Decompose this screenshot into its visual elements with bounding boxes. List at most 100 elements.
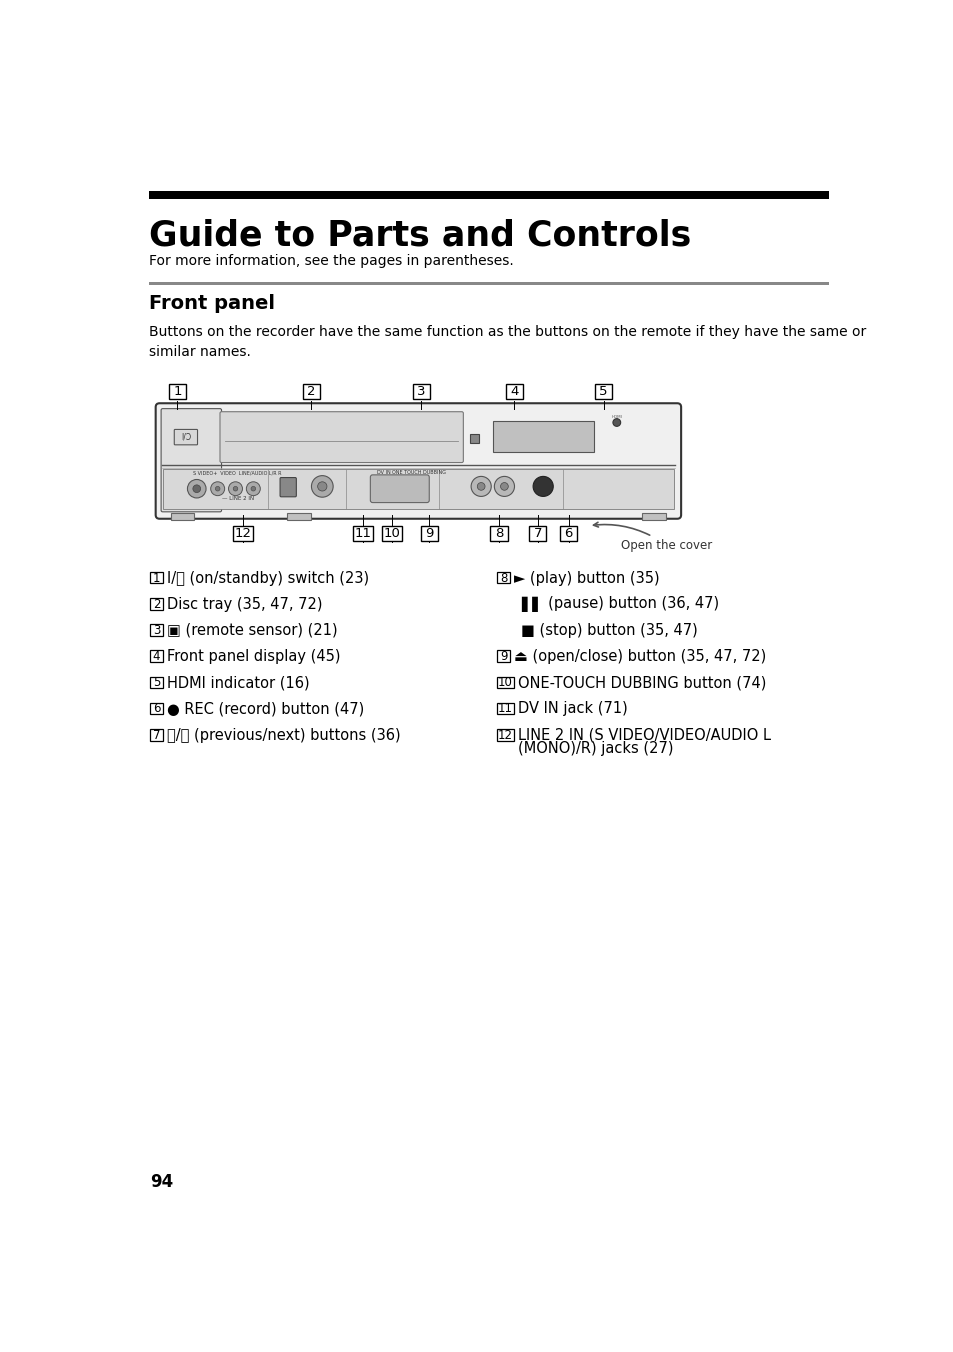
Text: 12: 12 — [234, 527, 252, 539]
Bar — [497, 703, 513, 714]
Text: Open the cover: Open the cover — [593, 522, 712, 552]
FancyBboxPatch shape — [220, 412, 463, 462]
Circle shape — [251, 487, 255, 491]
Text: 4: 4 — [510, 385, 518, 399]
Bar — [150, 703, 162, 714]
Bar — [149, 191, 828, 199]
Text: LINE 2 IN (S VIDEO/VIDEO/AUDIO L: LINE 2 IN (S VIDEO/VIDEO/AUDIO L — [517, 727, 770, 742]
Circle shape — [229, 481, 242, 496]
Circle shape — [246, 481, 260, 496]
Bar — [150, 676, 162, 688]
Text: 2: 2 — [307, 385, 315, 399]
Text: 5: 5 — [152, 676, 160, 690]
Circle shape — [533, 476, 553, 496]
Text: ▣ (remote sensor) (21): ▣ (remote sensor) (21) — [167, 623, 336, 638]
Bar — [150, 729, 162, 741]
Bar — [493, 420, 593, 452]
Text: (MONO)/R) jacks (27): (MONO)/R) jacks (27) — [517, 741, 673, 757]
Bar — [171, 514, 194, 519]
Text: 3: 3 — [152, 623, 160, 637]
Circle shape — [500, 483, 508, 491]
Text: DV IN: DV IN — [377, 470, 391, 476]
Bar — [641, 514, 665, 519]
Bar — [497, 676, 513, 688]
Text: ■ (stop) button (35, 47): ■ (stop) button (35, 47) — [520, 623, 697, 638]
Text: ONE-TOUCH DUBBING button (74): ONE-TOUCH DUBBING button (74) — [517, 675, 765, 691]
Bar — [595, 384, 612, 399]
Text: Disc tray (35, 47, 72): Disc tray (35, 47, 72) — [167, 596, 322, 611]
Text: 7: 7 — [152, 729, 160, 742]
Circle shape — [494, 476, 514, 496]
Text: 6: 6 — [564, 527, 573, 539]
Text: HDMI indicator (16): HDMI indicator (16) — [167, 675, 309, 691]
Bar — [497, 729, 513, 741]
Text: 10: 10 — [497, 676, 513, 690]
Circle shape — [612, 419, 620, 426]
Circle shape — [317, 481, 327, 491]
Bar — [497, 650, 509, 662]
Circle shape — [193, 485, 200, 492]
FancyBboxPatch shape — [370, 475, 429, 503]
Text: 8: 8 — [499, 572, 507, 584]
Bar — [529, 526, 546, 541]
Text: For more information, see the pages in parentheses.: For more information, see the pages in p… — [149, 254, 513, 268]
Text: 2: 2 — [152, 598, 160, 611]
Text: S VIDEO+  VIDEO  LINE/AUDIO L/R R: S VIDEO+ VIDEO LINE/AUDIO L/R R — [193, 470, 281, 476]
Text: 11: 11 — [497, 703, 513, 715]
Text: 9: 9 — [425, 527, 433, 539]
Text: 10: 10 — [383, 527, 400, 539]
Bar — [169, 384, 186, 399]
Text: ► (play) button (35): ► (play) button (35) — [513, 571, 659, 585]
Bar — [497, 572, 509, 584]
Bar — [490, 526, 507, 541]
Bar — [381, 526, 402, 541]
Bar — [150, 572, 162, 584]
Bar — [150, 650, 162, 662]
Circle shape — [476, 483, 484, 491]
Text: ⏮/⏭ (previous/next) buttons (36): ⏮/⏭ (previous/next) buttons (36) — [167, 727, 399, 742]
Text: ● REC (record) button (47): ● REC (record) button (47) — [167, 702, 363, 717]
Text: I/⌛ (on/standby) switch (23): I/⌛ (on/standby) switch (23) — [167, 571, 368, 585]
Text: 8: 8 — [495, 527, 502, 539]
Bar — [162, 469, 674, 508]
Text: — LINE 2 IN: — LINE 2 IN — [221, 496, 253, 500]
FancyBboxPatch shape — [161, 408, 221, 512]
Bar — [469, 434, 478, 443]
Circle shape — [311, 476, 333, 498]
Text: 1: 1 — [172, 385, 181, 399]
Text: DV IN jack (71): DV IN jack (71) — [517, 702, 627, 717]
Circle shape — [187, 480, 206, 498]
FancyBboxPatch shape — [155, 403, 680, 519]
Circle shape — [471, 476, 491, 496]
Bar — [150, 598, 162, 610]
Bar — [149, 281, 828, 285]
Text: I/Ɔ: I/Ɔ — [181, 433, 191, 442]
Text: Front panel display (45): Front panel display (45) — [167, 649, 339, 664]
Circle shape — [211, 481, 224, 496]
Text: 4: 4 — [152, 650, 160, 662]
Bar — [559, 526, 577, 541]
Text: ⏏ (open/close) button (35, 47, 72): ⏏ (open/close) button (35, 47, 72) — [513, 649, 765, 664]
Text: 3: 3 — [416, 385, 425, 399]
Bar — [413, 384, 430, 399]
Bar — [150, 625, 162, 635]
Text: 11: 11 — [355, 527, 372, 539]
Text: Guide to Parts and Controls: Guide to Parts and Controls — [149, 219, 690, 253]
Text: 5: 5 — [598, 385, 607, 399]
Text: 7: 7 — [533, 527, 541, 539]
FancyBboxPatch shape — [174, 430, 197, 445]
Text: Front panel: Front panel — [149, 293, 274, 312]
Text: HDMI: HDMI — [611, 415, 621, 419]
FancyBboxPatch shape — [280, 477, 296, 496]
Bar — [303, 384, 319, 399]
Bar — [353, 526, 373, 541]
Text: Buttons on the recorder have the same function as the buttons on the remote if t: Buttons on the recorder have the same fu… — [149, 326, 865, 360]
Text: 9: 9 — [499, 650, 507, 662]
Bar — [420, 526, 437, 541]
Text: ▌▌ (pause) button (36, 47): ▌▌ (pause) button (36, 47) — [520, 596, 718, 612]
Bar — [287, 514, 311, 519]
Bar — [505, 384, 522, 399]
Text: ONE TOUCH DUBBING: ONE TOUCH DUBBING — [392, 470, 446, 476]
Circle shape — [215, 487, 220, 491]
Text: 6: 6 — [152, 703, 160, 715]
